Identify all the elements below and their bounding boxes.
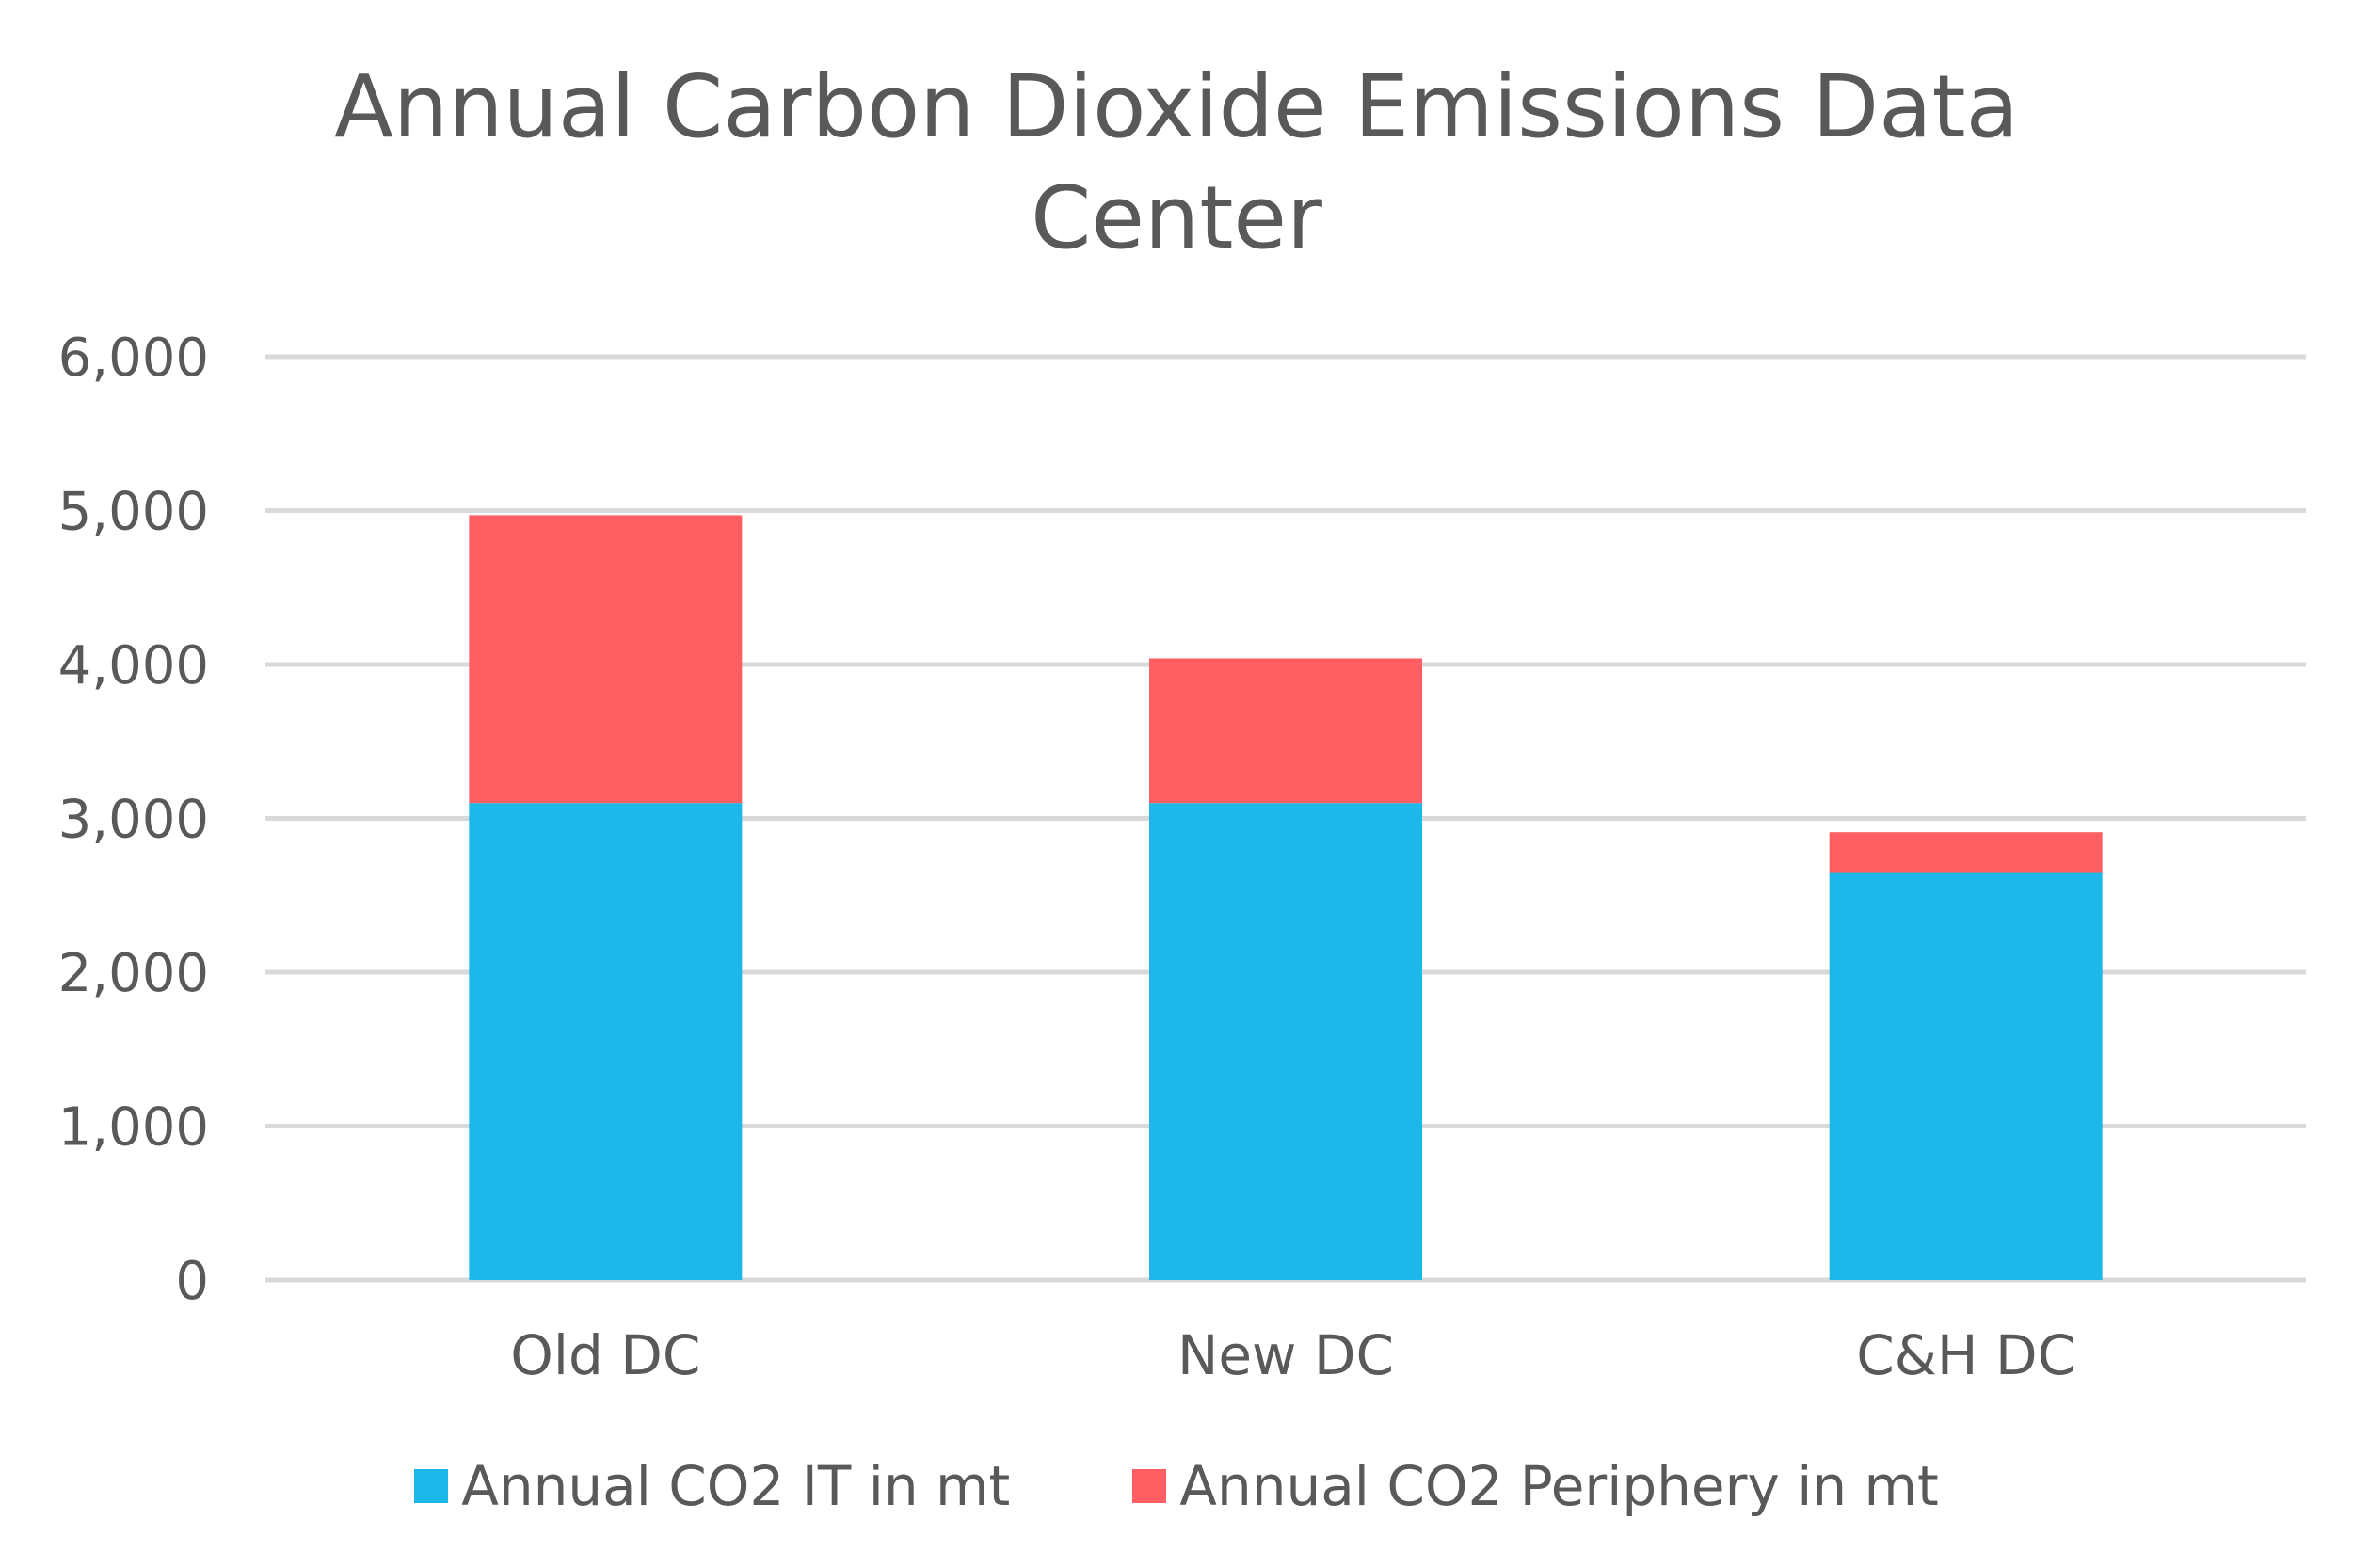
bar-periphery [1829, 832, 2103, 873]
x-tick-label: Old DC [510, 1323, 700, 1387]
y-tick-label: 0 [175, 1251, 209, 1312]
bar-it [1149, 803, 1422, 1280]
y-tick-label: 6,000 [58, 328, 209, 389]
x-tick-label: C&H DC [1856, 1323, 2075, 1387]
y-tick-label: 4,000 [58, 635, 209, 696]
x-tick-label: New DC [1177, 1323, 1394, 1387]
legend-label-it: Annual CO2 IT in mt [461, 1454, 1011, 1518]
legend-label-periphery: Annual CO2 Periphery in mt [1179, 1454, 1939, 1518]
bar-periphery [1149, 658, 1422, 804]
y-tick-label: 2,000 [58, 943, 209, 1004]
bar-it [1829, 872, 2103, 1280]
legend-item-it: Annual CO2 IT in mt [414, 1454, 1010, 1518]
bar-periphery [469, 515, 743, 804]
chart-title-line-2: Center [1031, 168, 1322, 268]
legend-swatch-periphery [1132, 1469, 1167, 1503]
y-tick-label: 3,000 [58, 790, 209, 851]
legend-swatch-it [414, 1469, 449, 1503]
y-tick-label: 1,000 [58, 1097, 209, 1159]
legend-item-periphery: Annual CO2 Periphery in mt [1132, 1454, 1939, 1518]
chart-title-line-1: Annual Carbon Dioxide Emissions Data [333, 56, 2019, 157]
y-tick-label: 5,000 [58, 482, 209, 543]
bar-it [469, 803, 743, 1280]
chart-title: Annual Carbon Dioxide Emissions Data Cen… [0, 52, 2353, 274]
legend: Annual CO2 IT in mt Annual CO2 Periphery… [0, 1454, 2353, 1518]
